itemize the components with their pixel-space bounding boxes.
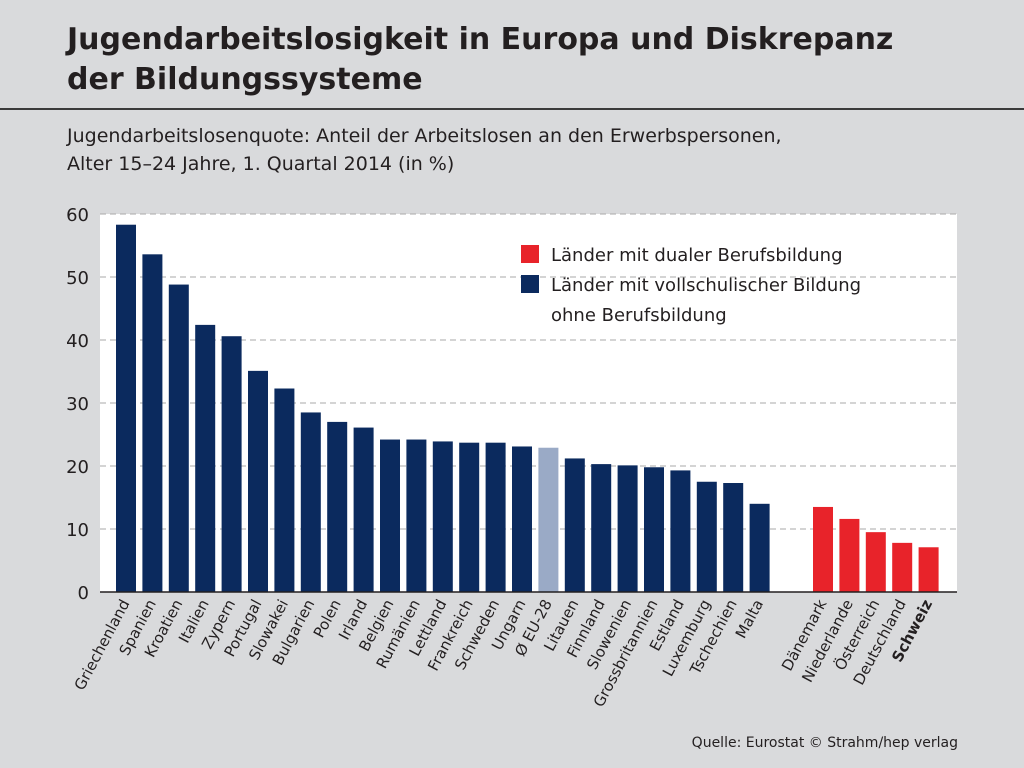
chart-title-line-1: Jugendarbeitslosigkeit in Europa und Dis… <box>67 22 894 57</box>
legend-swatch-1 <box>521 275 539 293</box>
y-tick-label-30: 30 <box>66 394 89 415</box>
bar-polen <box>327 421 348 592</box>
bar-tschechien <box>723 483 744 592</box>
bar-ø-eu-28 <box>538 447 559 592</box>
bar-dänemark <box>813 506 833 592</box>
bar-belgien <box>380 439 400 592</box>
bar-niederlande <box>839 518 860 592</box>
bar-schweiz <box>918 547 939 592</box>
bar-ungarn <box>512 446 532 592</box>
y-tick-label-20: 20 <box>66 457 89 478</box>
bar-bulgarien <box>300 412 321 592</box>
chart-subtitle: Jugendarbeitslosenquote: Anteil der Arbe… <box>67 122 997 178</box>
bar-malta <box>749 503 770 592</box>
y-tick-label-60: 60 <box>66 205 89 226</box>
legend-label-2: ohne Berufsbildung <box>551 305 727 326</box>
bar-zypern <box>221 336 242 592</box>
bar-deutschland <box>892 542 913 592</box>
bar-irland <box>353 427 374 592</box>
bar-spanien <box>142 254 163 592</box>
bar-slowenien <box>617 465 638 592</box>
bar-rumänien <box>406 439 427 592</box>
chart-header: Jugendarbeitslosigkeit in Europa und Dis… <box>67 20 997 100</box>
bar-schweden <box>485 442 506 592</box>
legend-label-0: Länder mit dualer Berufsbildung <box>551 245 843 266</box>
chart-title-line-2: der Bildungssysteme <box>67 62 423 97</box>
bar-griechenland <box>116 224 136 592</box>
bar-kroatien <box>168 284 189 592</box>
chart-subtitle-line-2: Alter 15–24 Jahre, 1. Quartal 2014 (in %… <box>67 153 455 175</box>
bar-grossbritannien <box>644 467 664 592</box>
source-note: Quelle: Eurostat © Strahm/hep verlag <box>691 735 958 751</box>
bar-luxemburg <box>696 481 717 592</box>
chart-subtitle-line-1: Jugendarbeitslosenquote: Anteil der Arbe… <box>67 125 782 147</box>
y-tick-label-10: 10 <box>66 520 89 541</box>
bar-lettland <box>432 441 453 592</box>
chart-title: Jugendarbeitslosigkeit in Europa und Dis… <box>67 20 997 100</box>
y-tick-label-40: 40 <box>66 331 89 352</box>
bar-italien <box>195 324 216 592</box>
bar-portugal <box>248 370 268 592</box>
bar-frankreich <box>459 442 480 592</box>
y-tick-label-0: 0 <box>78 583 89 604</box>
legend-label-1: Länder mit vollschulischer Bildung <box>551 275 861 296</box>
legend-swatch-0 <box>521 245 539 263</box>
y-tick-label-50: 50 <box>66 268 89 289</box>
bar-österreich <box>865 532 886 592</box>
bar-estland <box>670 470 691 592</box>
header-divider <box>0 108 1024 110</box>
bar-finnland <box>591 464 612 592</box>
bar-slowakei <box>274 388 295 592</box>
bar-litauen <box>564 458 585 592</box>
